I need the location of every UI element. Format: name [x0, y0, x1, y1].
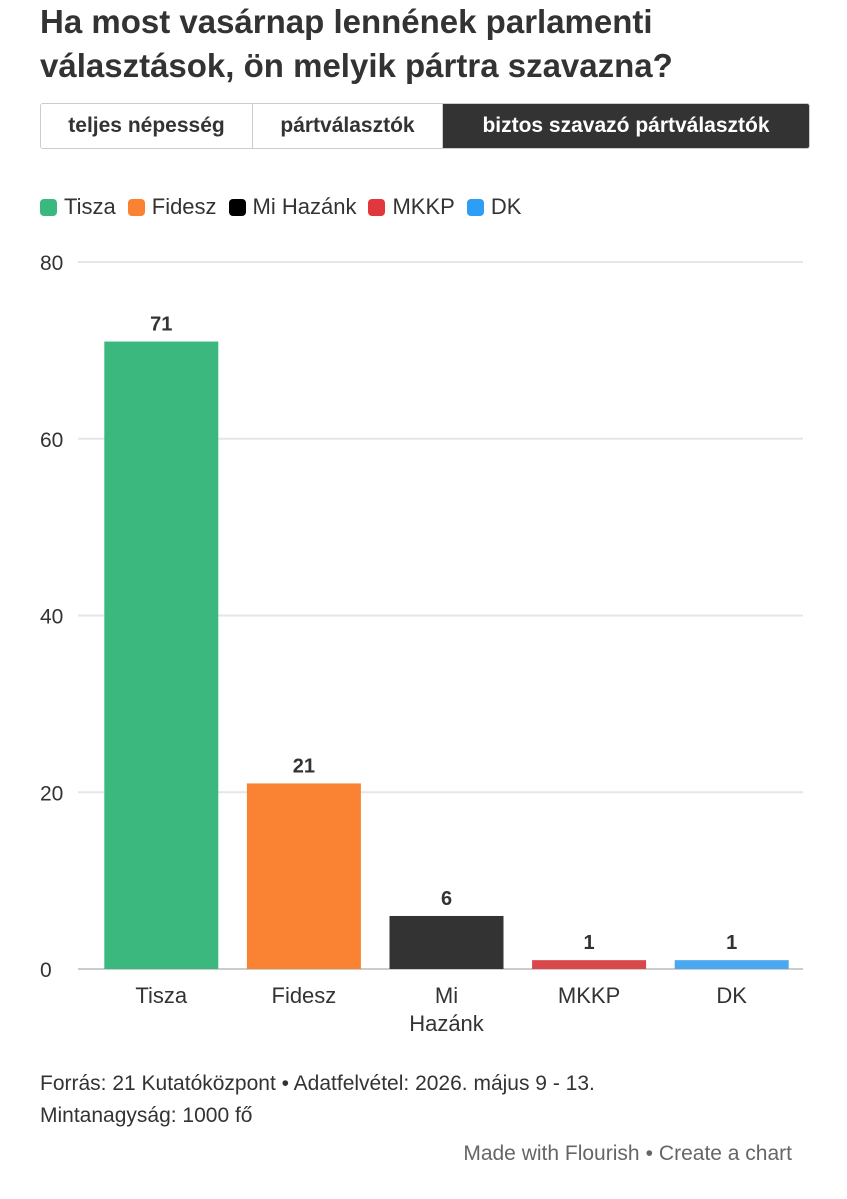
y-tick-label-40: 40: [40, 606, 63, 629]
y-tick-label-0: 0: [40, 959, 52, 982]
value-label-dk: 1: [726, 932, 737, 954]
sample-size-note: Mintanagyság: 1000 fő: [40, 1104, 253, 1127]
value-label-tisza: 71: [150, 314, 172, 336]
legend-label-fidesz: Fidesz: [151, 194, 217, 219]
legend-item-dk[interactable]: DK: [466, 194, 522, 220]
value-label-mi-hazánk: 6: [441, 888, 452, 910]
bar-fidesz[interactable]: [246, 783, 361, 969]
tab-partvalasztok[interactable]: pártválasztók: [252, 104, 442, 148]
value-label-fidesz: 21: [293, 755, 315, 777]
y-tick-label-80: 80: [40, 252, 63, 275]
bar-value-labels: 71 21 6 1 1: [150, 314, 737, 955]
flourish-attribution: Made with Flourish • Create a chart: [463, 1142, 792, 1166]
legend-item-tisza[interactable]: Tisza: [40, 194, 116, 220]
x-tick-label-mi-hazánk-line-2: Hazánk: [409, 1011, 485, 1036]
x-tick-label-tisza: Tisza: [135, 983, 188, 1008]
chart-title: Ha most vasárnap lennének parlamenti vál…: [40, 0, 820, 88]
x-tick-label-mkkp: MKKP: [558, 983, 620, 1008]
legend-swatch-tisza: [40, 198, 57, 216]
y-tick-label-60: 60: [40, 429, 63, 452]
legend-label-tisza: Tisza: [64, 194, 116, 219]
tab-teljes-nepesseg[interactable]: teljes népesség: [41, 104, 252, 148]
legend-label-dk: DK: [490, 194, 522, 219]
chart-footer: Forrás: 21 Kutatóközpont • Adatfelvétel:…: [40, 1068, 820, 1132]
legend-swatch-fidesz: [127, 198, 145, 216]
x-tick-label-dk: DK: [716, 983, 747, 1008]
chart-title-line-1: Ha most vasárnap lennének parlamenti: [40, 3, 653, 40]
create-a-chart-link[interactable]: Create a chart: [658, 1142, 792, 1165]
made-with-flourish-link[interactable]: Made with Flourish: [463, 1142, 640, 1165]
legend-swatch-dk: [466, 198, 484, 216]
legend-item-mkkp[interactable]: MKKP: [368, 194, 455, 220]
attribution-separator: •: [645, 1142, 653, 1165]
population-filter-tabs: teljes népesség pártválasztók biztos sza…: [40, 103, 810, 149]
bars: [104, 341, 789, 970]
value-label-mkkp: 1: [584, 932, 595, 954]
x-tick-label-fidesz: Fidesz: [272, 983, 337, 1008]
bar-mi-hazánk[interactable]: [389, 915, 504, 969]
bar-dk[interactable]: [674, 960, 789, 969]
tab-biztos-szavazo-partvalasztok[interactable]: biztos szavazó pártválasztók: [442, 104, 809, 148]
x-axis-category-labels: Tisza Fidesz Mi Hazánk MKKP DK: [135, 983, 747, 1036]
legend-label-mi-hazank: Mi Hazánk: [252, 194, 357, 219]
chart-title-line-2: választások, ön melyik pártra szavazna?: [40, 47, 673, 84]
x-tick-label-mi-hazánk-line-1: Mi: [435, 983, 458, 1008]
bar-tisza[interactable]: [104, 341, 219, 970]
legend-swatch-mi-hazank: [228, 198, 246, 216]
bar-chart: 0 20 40 60 80 71 21 6 1 1 Tisza Fidesz Mi Hazánk MKK…: [40, 252, 803, 1036]
legend-swatch-mkkp: [368, 198, 386, 216]
legend-label-mkkp: MKKP: [392, 194, 455, 219]
chart-legend: Tisza Fidesz Mi Hazánk MKKP DK: [40, 192, 533, 222]
y-tick-label-20: 20: [40, 782, 63, 805]
legend-item-fidesz[interactable]: Fidesz: [127, 194, 217, 220]
legend-item-mi-hazank[interactable]: Mi Hazánk: [228, 194, 357, 220]
y-axis-tick-labels: 0 20 40 60 80: [40, 252, 63, 982]
bar-mkkp[interactable]: [532, 960, 647, 969]
source-note: Forrás: 21 Kutatóközpont • Adatfelvétel:…: [40, 1072, 595, 1095]
